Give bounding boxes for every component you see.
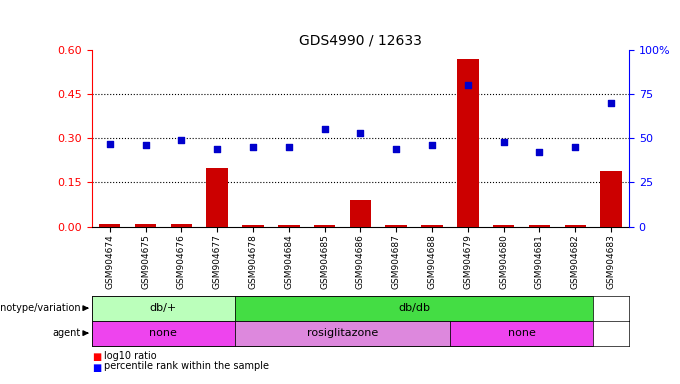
Bar	[92, 321, 235, 346]
Text: genotype/variation: genotype/variation	[0, 303, 81, 313]
Bar	[493, 225, 514, 227]
Point	[319, 126, 330, 132]
Bar	[171, 224, 192, 227]
Bar	[207, 168, 228, 227]
Point	[355, 130, 366, 136]
Point	[534, 149, 545, 156]
Point	[104, 141, 115, 147]
Bar	[564, 225, 586, 227]
Bar	[242, 225, 264, 227]
Bar	[529, 225, 550, 227]
Bar	[99, 224, 120, 227]
Point	[606, 100, 617, 106]
Text: log10 ratio: log10 ratio	[104, 351, 156, 361]
Bar	[386, 225, 407, 227]
Bar	[92, 296, 235, 321]
Text: none: none	[508, 328, 535, 338]
Text: db/+: db/+	[150, 303, 177, 313]
Text: agent: agent	[53, 328, 81, 338]
Point	[498, 139, 509, 145]
Title: GDS4990 / 12633: GDS4990 / 12633	[299, 33, 422, 47]
Text: rosiglitazone: rosiglitazone	[307, 328, 378, 338]
Bar	[600, 170, 622, 227]
Point	[211, 146, 222, 152]
Bar	[350, 200, 371, 227]
Text: ■: ■	[92, 362, 101, 372]
Point	[462, 82, 473, 88]
Text: ■: ■	[92, 352, 101, 362]
Text: none: none	[150, 328, 177, 338]
Text: db/db: db/db	[398, 303, 430, 313]
Bar	[422, 225, 443, 227]
Point	[176, 137, 187, 143]
Bar	[278, 225, 299, 227]
Point	[248, 144, 258, 150]
Point	[570, 144, 581, 150]
Bar	[457, 59, 479, 227]
Text: percentile rank within the sample: percentile rank within the sample	[104, 361, 269, 371]
Bar	[314, 225, 335, 227]
Bar	[235, 296, 593, 321]
Point	[426, 142, 437, 148]
Point	[391, 146, 402, 152]
Point	[284, 144, 294, 150]
Bar	[450, 321, 593, 346]
Bar	[135, 224, 156, 227]
Bar	[235, 321, 450, 346]
Point	[140, 142, 151, 148]
